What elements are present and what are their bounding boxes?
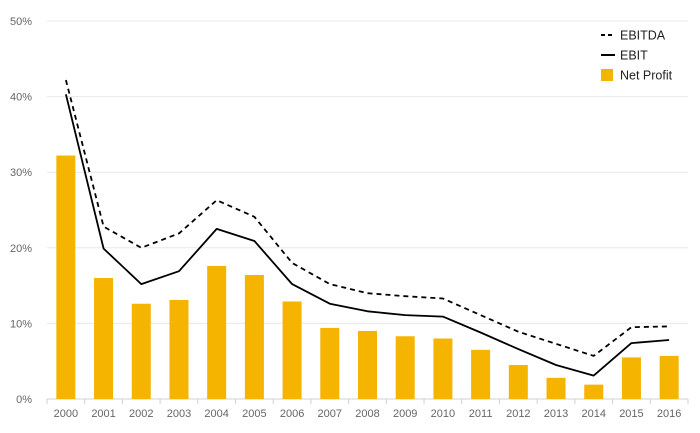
x-tick-label: 2010 — [431, 408, 455, 420]
x-tick-label: 2012 — [506, 408, 530, 420]
legend: EBITDA EBIT Net Profit — [601, 29, 673, 83]
bar-net-profit-2000 — [56, 155, 76, 399]
x-tick-label: 2016 — [657, 408, 681, 420]
x-tick-label: 2002 — [129, 408, 153, 420]
legend-label: EBIT — [620, 49, 648, 63]
x-axis-tick-labels: 2000 2001 2002 2003 2004 2005 2006 2007 2008 2009… — [54, 408, 682, 420]
bar-net-profit-2006 — [282, 301, 302, 399]
x-tick-label: 2004 — [204, 408, 228, 420]
bar-net-profit-2003 — [169, 299, 189, 399]
line-ebit — [65, 94, 670, 377]
x-tick-label: 2005 — [242, 408, 266, 420]
legend-item-net-profit: Net Profit — [601, 69, 673, 83]
bar-net-profit-2004 — [207, 265, 227, 399]
bar-net-profit-2005 — [244, 275, 264, 399]
y-tick-label: 40% — [10, 92, 32, 104]
x-tick-label: 2000 — [54, 408, 78, 420]
bar-net-profit-2001 — [94, 278, 114, 399]
bar-net-profit-2010 — [433, 338, 453, 399]
bar-net-profit-2002 — [131, 303, 151, 399]
x-tick-label: 2011 — [469, 408, 493, 420]
bar-net-profit-2016 — [659, 355, 679, 399]
lines — [65, 79, 670, 377]
bar-net-profit-2015 — [621, 357, 641, 399]
bar-net-profit-2009 — [395, 336, 415, 399]
bar-net-profit-2008 — [358, 330, 377, 399]
bar-net-profit-2013 — [546, 377, 566, 399]
y-tick-label: 0% — [16, 394, 32, 406]
y-axis-tick-labels: 0% 10% 20% 30% 40% 50% — [10, 16, 32, 406]
x-tick-label: 2015 — [619, 408, 643, 420]
bar-net-profit-2011 — [471, 349, 491, 399]
x-tick-label: 2009 — [393, 408, 417, 420]
y-tick-label: 20% — [10, 243, 32, 255]
line-ebitda — [65, 79, 670, 357]
x-tick-label: 2008 — [355, 408, 379, 420]
gridlines — [46, 20, 689, 404]
bars-net-profit — [56, 155, 679, 399]
legend-label: EBITDA — [620, 29, 666, 43]
x-tick-label: 2003 — [167, 408, 191, 420]
x-tick-label: 2014 — [581, 408, 605, 420]
x-tick-label: 2001 — [91, 408, 115, 420]
bar-net-profit-2007 — [320, 327, 340, 399]
legend-label: Net Profit — [620, 69, 673, 83]
x-tick-label: 2007 — [318, 408, 342, 420]
legend-swatch — [601, 69, 613, 81]
legend-item-ebitda: EBITDA — [601, 29, 666, 43]
y-tick-label: 10% — [10, 318, 32, 330]
legend-item-ebit: EBIT — [601, 49, 648, 63]
x-tick-label: 2013 — [544, 408, 568, 420]
y-tick-label: 30% — [10, 167, 32, 179]
y-tick-label: 50% — [10, 16, 32, 28]
bar-net-profit-2012 — [508, 364, 528, 399]
x-tick-label: 2006 — [280, 408, 304, 420]
bar-net-profit-2014 — [584, 384, 604, 399]
